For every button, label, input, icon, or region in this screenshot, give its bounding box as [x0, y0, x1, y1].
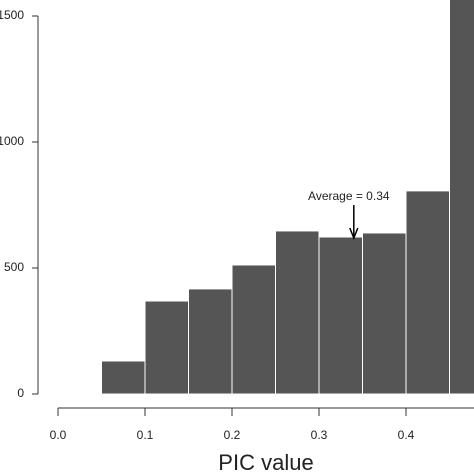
- y-tick-label: 0: [17, 386, 24, 400]
- y-tick-label: 500: [4, 260, 24, 274]
- x-tick-label: 0.1: [137, 428, 154, 442]
- bar: [318, 236, 363, 395]
- y-tick-label: 1500: [0, 8, 24, 22]
- bar: [144, 300, 189, 395]
- bar: [405, 190, 450, 395]
- y-tick-label: 1000: [0, 134, 24, 148]
- annotation: Average = 0.34: [308, 189, 390, 203]
- x-tick-label: 0.3: [311, 428, 328, 442]
- x-tick-label: 0.4: [398, 428, 415, 442]
- bar: [188, 288, 233, 395]
- arrow-head: [349, 227, 359, 241]
- bar: [275, 230, 320, 395]
- x-axis-label: PIC value: [218, 450, 313, 474]
- bar: [362, 232, 407, 395]
- bar: [101, 360, 146, 395]
- bar: [449, 0, 474, 395]
- x-tick-label: 0.0: [50, 428, 67, 442]
- x-tick-label: 0.2: [224, 428, 241, 442]
- bar: [231, 264, 276, 395]
